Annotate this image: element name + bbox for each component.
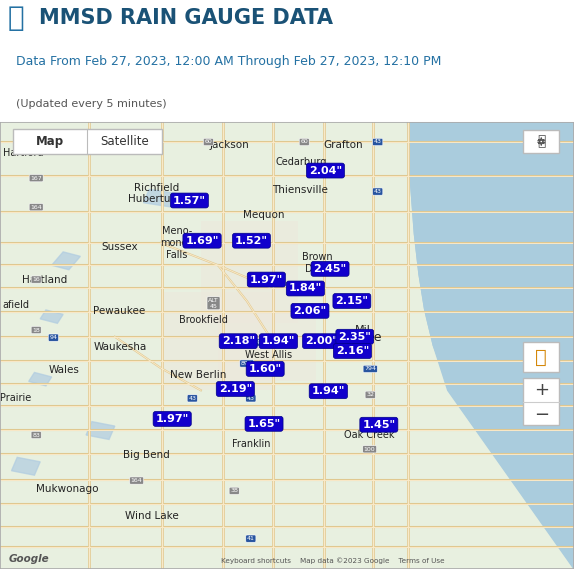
Text: 1.97": 1.97" xyxy=(156,414,189,424)
Text: Hubertus: Hubertus xyxy=(128,194,176,204)
Text: 43: 43 xyxy=(374,189,382,194)
Text: (Updated every 5 minutes): (Updated every 5 minutes) xyxy=(16,99,166,109)
Text: Mil-: Mil- xyxy=(355,325,375,335)
Text: 43: 43 xyxy=(188,396,196,401)
Text: 60: 60 xyxy=(300,139,308,145)
Text: 94: 94 xyxy=(253,340,261,345)
Text: 38: 38 xyxy=(230,488,238,493)
Polygon shape xyxy=(40,310,63,323)
Text: Map: Map xyxy=(36,135,64,148)
Text: Grafton: Grafton xyxy=(323,139,363,150)
Polygon shape xyxy=(408,122,574,381)
Text: 83: 83 xyxy=(32,432,40,438)
Text: 43: 43 xyxy=(247,396,255,401)
Text: 43: 43 xyxy=(374,139,382,145)
Text: Pewaukee: Pewaukee xyxy=(93,306,146,316)
Text: 2.04": 2.04" xyxy=(309,166,342,176)
Text: Meno-
monee
Falls: Meno- monee Falls xyxy=(160,226,193,259)
Text: 1.69": 1.69" xyxy=(185,236,219,246)
Text: West Allis: West Allis xyxy=(245,351,292,361)
Polygon shape xyxy=(408,122,574,569)
Bar xyxy=(218,310,316,381)
Text: Mukwonago: Mukwonago xyxy=(37,484,99,494)
Text: 1.52": 1.52" xyxy=(235,236,268,246)
Text: Richfield: Richfield xyxy=(134,183,179,193)
Text: 1.65": 1.65" xyxy=(247,419,281,429)
Polygon shape xyxy=(144,189,178,207)
Text: 100: 100 xyxy=(364,447,375,452)
Text: 2.06": 2.06" xyxy=(293,306,327,316)
Text: 1.45": 1.45" xyxy=(362,420,395,430)
FancyBboxPatch shape xyxy=(523,342,559,373)
Text: −: − xyxy=(534,406,549,424)
Text: ⛶: ⛶ xyxy=(537,134,545,149)
Text: Keyboard shortcuts    Map data ©2023 Google    Terms of Use: Keyboard shortcuts Map data ©2023 Google… xyxy=(221,558,445,564)
Polygon shape xyxy=(29,373,52,386)
Text: 1.97": 1.97" xyxy=(250,275,283,284)
Text: ee: ee xyxy=(366,331,382,344)
Text: 1.60": 1.60" xyxy=(249,364,282,374)
Text: afield: afield xyxy=(2,300,30,311)
Text: 164: 164 xyxy=(30,205,42,210)
Text: 1.94": 1.94" xyxy=(312,386,345,396)
Text: 2.18": 2.18" xyxy=(222,336,255,346)
Text: Wind Lake: Wind Lake xyxy=(125,512,179,521)
Polygon shape xyxy=(52,252,80,270)
Text: 1.57": 1.57" xyxy=(173,196,206,205)
Text: Google: Google xyxy=(9,554,49,564)
Text: 2.16": 2.16" xyxy=(336,346,369,356)
Text: l Prairie: l Prairie xyxy=(0,393,31,403)
Text: 🧍: 🧍 xyxy=(536,348,547,367)
Text: Satellite: Satellite xyxy=(100,135,149,148)
Text: Franklin: Franklin xyxy=(232,439,271,449)
Text: New Berlin: New Berlin xyxy=(170,370,226,380)
Text: 1.84": 1.84" xyxy=(289,283,322,294)
Text: 794: 794 xyxy=(364,366,376,372)
FancyBboxPatch shape xyxy=(523,378,559,425)
Text: 16: 16 xyxy=(32,277,40,282)
FancyBboxPatch shape xyxy=(523,130,559,152)
Text: 60: 60 xyxy=(204,139,212,145)
Polygon shape xyxy=(11,457,40,475)
Text: Brookfield: Brookfield xyxy=(179,315,228,325)
Text: 18: 18 xyxy=(32,328,40,332)
Text: +: + xyxy=(534,381,549,399)
Text: Oak Creek: Oak Creek xyxy=(344,430,394,440)
Text: Thiensville: Thiensville xyxy=(272,185,328,195)
Text: 2.45": 2.45" xyxy=(313,264,347,274)
Text: Data From Feb 27, 2023, 12:00 AM Through Feb 27, 2023, 12:10 PM: Data From Feb 27, 2023, 12:00 AM Through… xyxy=(16,55,441,68)
Text: MMSD RAIN GAUGE DATA: MMSD RAIN GAUGE DATA xyxy=(39,9,333,28)
Text: ALT
45: ALT 45 xyxy=(208,298,219,308)
Bar xyxy=(201,221,298,323)
Text: 94: 94 xyxy=(49,335,57,340)
FancyBboxPatch shape xyxy=(13,129,162,155)
Text: Mequon: Mequon xyxy=(243,210,285,220)
Text: Big Bend: Big Bend xyxy=(123,450,170,460)
Text: Wales: Wales xyxy=(49,365,80,375)
Text: 2.15": 2.15" xyxy=(335,296,369,306)
Text: 164: 164 xyxy=(131,478,142,483)
Text: Hartland: Hartland xyxy=(22,275,67,284)
Text: 894: 894 xyxy=(241,361,253,366)
Text: 💧: 💧 xyxy=(8,5,24,32)
Text: Brown
Deer: Brown Deer xyxy=(301,252,332,274)
Text: 2.00": 2.00" xyxy=(305,336,338,346)
Text: Jackson: Jackson xyxy=(210,139,250,150)
Text: 1.94": 1.94" xyxy=(262,336,295,346)
Text: 41: 41 xyxy=(247,536,255,541)
Text: 2.35": 2.35" xyxy=(338,332,371,342)
Text: 167: 167 xyxy=(30,176,42,181)
Text: Cedarburg: Cedarburg xyxy=(276,156,327,167)
Text: Sussex: Sussex xyxy=(101,242,138,253)
Text: 32: 32 xyxy=(366,392,374,397)
Text: Waukesha: Waukesha xyxy=(94,341,147,352)
Text: Hartford: Hartford xyxy=(3,148,43,158)
Bar xyxy=(161,292,276,390)
Text: 2.19": 2.19" xyxy=(219,384,252,394)
Polygon shape xyxy=(86,422,115,439)
